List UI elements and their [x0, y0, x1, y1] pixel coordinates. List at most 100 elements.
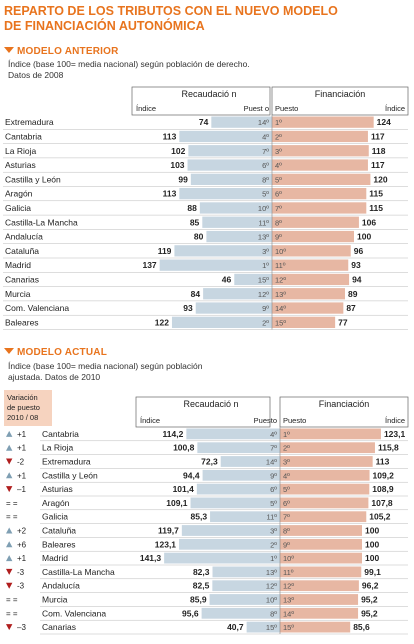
financiacion-value: 106 — [362, 217, 376, 227]
recaudacion-value: 46 — [222, 274, 232, 284]
recaudacion-bar — [209, 594, 280, 605]
recaudacion-value: 113 — [163, 131, 177, 141]
recaudacion-value: 109,1 — [166, 498, 188, 508]
financiacion-bar — [280, 497, 369, 509]
recaudacion-value: 80 — [194, 232, 204, 242]
financiacion-value: 99,1 — [364, 567, 381, 577]
financiacion-bar — [272, 273, 350, 286]
financiacion-bar — [272, 216, 359, 228]
recaudacion-puesto: 8º — [262, 175, 269, 184]
recaudacion-bar — [210, 511, 280, 523]
recaudacion-puesto: 5º — [270, 499, 277, 508]
region-label: Madrid — [5, 260, 31, 270]
region-label: Murcia — [42, 595, 68, 605]
financiacion-value: 115,8 — [378, 443, 399, 453]
recaudacion-value: 85 — [190, 217, 200, 227]
region-label: Aragón — [5, 189, 33, 199]
variation-label: -3 — [17, 582, 25, 591]
financiacion-bar — [272, 302, 344, 314]
recaudacion-bar — [201, 607, 280, 619]
financiacion-puesto: 4º — [283, 471, 290, 480]
recaudacion-puesto: 9º — [270, 471, 277, 480]
recaudacion-bar — [181, 525, 280, 536]
recaudacion-puesto: 10º — [258, 204, 269, 213]
financiacion-value: 95,2 — [361, 608, 378, 618]
financiacion-puesto: 15º — [283, 623, 294, 632]
section-subtitle-anterior: Índice (base 100= media nacional) según … — [8, 59, 250, 80]
recaudacion-bar — [212, 580, 280, 592]
variation-label: = = — [6, 499, 18, 508]
recaudacion-puesto: 12º — [266, 582, 277, 591]
financiacion-bar — [280, 594, 359, 605]
financiacion-puesto: 5º — [283, 485, 290, 494]
recaudacion-puesto: 4º — [270, 430, 277, 439]
recaudacion-bar — [246, 621, 280, 633]
recaudacion-puesto: 3º — [270, 527, 277, 536]
financiacion-value: 117 — [371, 131, 385, 141]
region-label: Cantabria — [5, 131, 42, 141]
region-label: Andalucía — [42, 581, 80, 591]
section-heading-actual: MODELO ACTUAL — [4, 347, 107, 358]
financiacion-bar — [272, 188, 367, 200]
financiacion-bar — [272, 245, 351, 257]
financiacion-puesto: 10º — [283, 554, 294, 563]
region-label: Castilla-La Mancha — [5, 217, 78, 227]
variation-label: +1 — [17, 430, 27, 439]
section-heading-anterior: MODELO ANTERIOR — [4, 46, 119, 57]
variation-label: = = — [6, 596, 18, 605]
financiacion-bar — [280, 483, 370, 495]
recaudacion-value: 141,3 — [140, 553, 162, 563]
down-arrow-icon — [6, 486, 13, 493]
recaudacion-value: 93 — [183, 303, 193, 313]
recaudacion-header-box — [135, 396, 271, 428]
financiacion-bar — [280, 511, 367, 523]
recaudacion-bar — [188, 145, 272, 157]
region-label: Baleares — [42, 539, 76, 549]
financiacion-bar — [280, 525, 362, 536]
puesto-column-header: Puesto — [254, 416, 277, 425]
recaudacion-value: 88 — [187, 203, 197, 213]
financiacion-puesto: 10º — [275, 247, 286, 256]
financiacion-puesto: 6º — [275, 190, 282, 199]
variation-header: Variación — [7, 393, 38, 402]
financiacion-puesto: 15º — [275, 318, 286, 327]
financiacion-value: 107,8 — [371, 498, 393, 508]
financiacion-puesto: 1º — [283, 430, 290, 439]
variation-label: –1 — [17, 485, 26, 494]
financiacion-bar — [280, 442, 375, 454]
financiacion-value: 117 — [371, 160, 385, 170]
triangle-icon — [4, 348, 14, 354]
region-label: Baleares — [5, 317, 39, 327]
financiacion-puesto: 11º — [283, 568, 294, 577]
financiacion-bar — [272, 145, 369, 157]
recaudacion-puesto: 14º — [258, 118, 269, 127]
financiacion-value: 96,2 — [362, 581, 379, 591]
recaudacion-value: 113 — [163, 189, 177, 199]
financiacion-puesto: 1º — [275, 118, 282, 127]
financiacion-puesto: 14º — [275, 304, 286, 313]
indice-column-header: Índice — [385, 416, 405, 425]
recaudacion-bar — [179, 538, 280, 550]
recaudacion-bar — [211, 116, 272, 128]
section-subtitle-actual: Índice (base 100= media nacional) según … — [8, 361, 203, 382]
triangle-icon — [4, 47, 14, 53]
region-label: Asturias — [5, 160, 36, 170]
recaudacion-puesto: 11º — [266, 513, 277, 522]
recaudacion-bar — [220, 456, 280, 467]
region-label: Canarias — [5, 274, 39, 284]
variation-label: -2 — [17, 458, 25, 467]
recaudacion-value: 102 — [171, 146, 185, 156]
recaudacion-bar — [179, 188, 272, 200]
recaudacion-bar — [234, 273, 272, 286]
financiacion-bar — [280, 428, 381, 440]
puesto-column-header: Puesto — [275, 104, 298, 113]
region-label: Galicia — [5, 203, 31, 213]
variation-label: = = — [6, 609, 18, 618]
recaudacion-value: 123,1 — [155, 539, 177, 549]
financiacion-value: 123,1 — [384, 429, 406, 439]
down-arrow-icon — [6, 582, 13, 589]
up-arrow-icon — [6, 430, 13, 437]
region-label: Cantabria — [42, 429, 79, 439]
financiacion-bar — [272, 202, 367, 214]
recaudacion-value: 85,9 — [190, 595, 207, 605]
